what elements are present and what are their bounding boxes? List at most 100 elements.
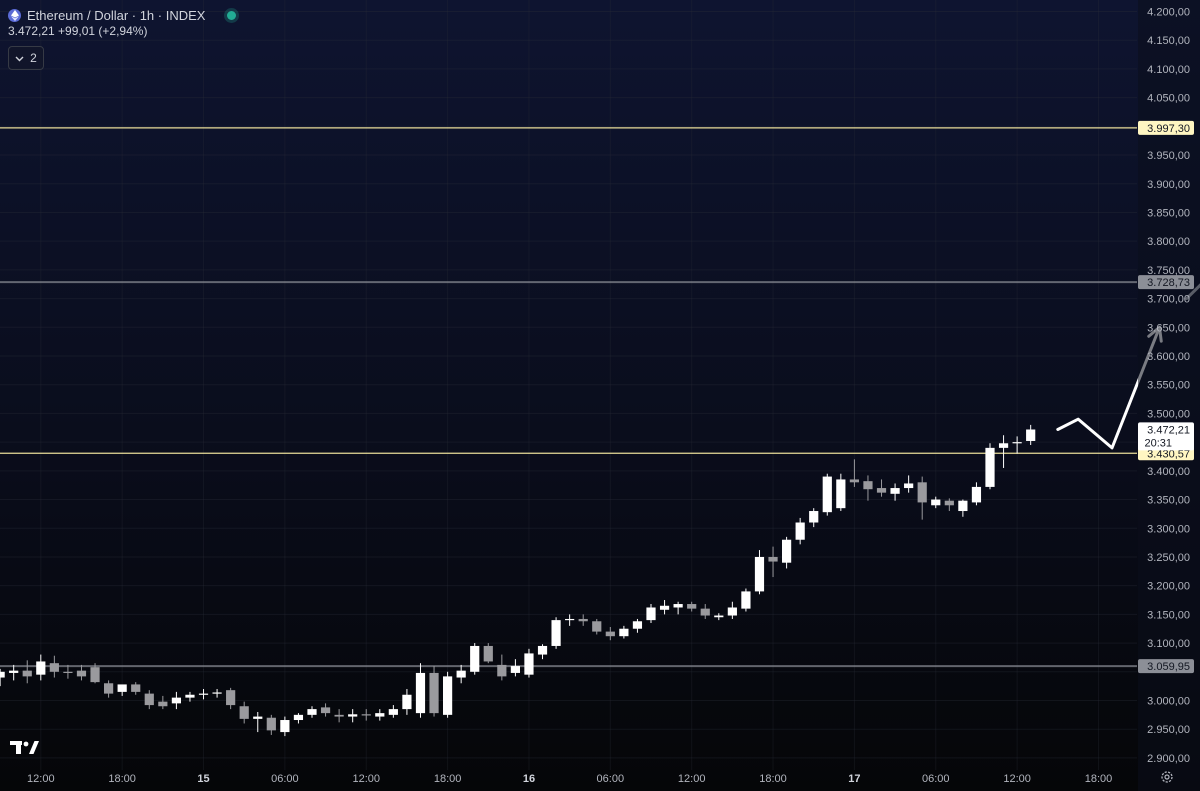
level-price-tag-text: 3.059,95 <box>1147 661 1190 673</box>
candle-body <box>158 701 168 707</box>
time-tick-label: 06:00 <box>922 773 950 785</box>
candle <box>483 643 493 664</box>
candle <box>782 536 792 569</box>
candle-body <box>443 676 453 715</box>
candle-body <box>985 447 995 487</box>
level-price-tag-text: 3.728,73 <box>1147 277 1190 289</box>
price-tick-label: 3.250,00 <box>1147 552 1190 564</box>
price-tick-label: 3.400,00 <box>1147 466 1190 478</box>
candle <box>619 625 629 639</box>
candle-body <box>565 618 575 621</box>
candle-body <box>917 482 927 503</box>
candle-body <box>266 717 276 731</box>
candle <box>144 690 154 710</box>
price-tick-label: 2.950,00 <box>1147 724 1190 736</box>
last-price-value: 3.472,21 <box>1147 424 1190 436</box>
candle-body <box>958 500 968 512</box>
projection-arrow <box>1056 325 1161 450</box>
time-tick-label: 06:00 <box>597 773 625 785</box>
candle <box>429 666 439 717</box>
candle-body <box>144 693 154 706</box>
chevron-down-icon <box>15 51 24 65</box>
candle-body <box>117 684 127 692</box>
candle-body <box>809 511 819 523</box>
gear-icon[interactable] <box>1160 770 1174 789</box>
price-tick-label: 3.150,00 <box>1147 609 1190 621</box>
candle-body <box>90 667 100 683</box>
indicators-toggle-button[interactable]: 2 <box>8 46 44 70</box>
candle <box>565 614 575 626</box>
time-tick-label: 12:00 <box>352 773 380 785</box>
candle-body <box>171 697 181 704</box>
candle-body <box>253 716 263 719</box>
level-price-tag <box>1138 659 1194 674</box>
candle <box>361 709 371 721</box>
candle-body <box>280 720 290 733</box>
candle-body <box>904 483 914 489</box>
candle-body <box>497 664 507 677</box>
candle <box>9 664 19 681</box>
price-tick-label: 3.300,00 <box>1147 523 1190 535</box>
candle <box>605 627 615 641</box>
candle-body <box>334 714 344 717</box>
candle <box>659 600 670 615</box>
candle <box>36 654 46 681</box>
candle <box>971 482 982 506</box>
candle-body <box>1012 442 1022 444</box>
candle <box>1026 424 1036 445</box>
candle <box>280 716 290 737</box>
candle <box>578 614 588 626</box>
candle-body <box>348 714 358 717</box>
candle <box>551 617 561 649</box>
candle <box>497 654 507 681</box>
candle <box>890 483 900 501</box>
candle-body <box>524 653 534 675</box>
candle-body <box>1026 429 1036 441</box>
candle <box>836 473 846 512</box>
candle-body <box>836 479 846 509</box>
candle-body <box>49 663 59 672</box>
candle <box>226 687 236 710</box>
grid-lines <box>0 0 1137 770</box>
candle <box>117 684 127 696</box>
candle <box>958 499 968 517</box>
candle-body <box>741 591 751 609</box>
price-tick-label: 4.100,00 <box>1147 64 1190 76</box>
tradingview-logo[interactable] <box>10 739 40 760</box>
candle <box>185 691 195 702</box>
candle <box>239 701 249 724</box>
last-price-tag <box>1138 422 1194 451</box>
candle-body <box>131 684 141 692</box>
candle-body <box>673 604 683 608</box>
time-axis[interactable]: 12:00 18:00 15 06:00 12:00 18:00 16 06:00 12:00 1… <box>27 773 1112 785</box>
candle-body <box>876 488 887 493</box>
candle <box>931 496 941 509</box>
candle-body <box>998 443 1009 448</box>
indicator-count: 2 <box>30 51 37 65</box>
ethereum-icon <box>8 8 21 22</box>
symbol-title: Ethereum / Dollar · 1h · INDEX <box>27 7 206 23</box>
horizontal-levels <box>0 127 1137 668</box>
time-tick-label: 18:00 <box>108 773 136 785</box>
candle <box>348 709 358 723</box>
candle <box>673 601 683 615</box>
legend-title-row[interactable]: Ethereum / Dollar · 1h · INDEX <box>8 6 237 24</box>
price-tick-label: 3.350,00 <box>1147 495 1190 507</box>
market-status-dot[interactable] <box>227 10 237 20</box>
candle-body <box>226 690 236 706</box>
candle-body <box>388 709 398 715</box>
candle <box>714 613 724 621</box>
candle <box>171 691 181 710</box>
candle <box>944 498 954 512</box>
price-tick-label: 3.500,00 <box>1147 408 1190 420</box>
candle <box>293 713 304 724</box>
candle-body <box>537 645 548 655</box>
candle-body <box>605 631 615 637</box>
candle-body <box>104 683 114 694</box>
candle <box>320 703 331 717</box>
candle-body <box>76 670 87 677</box>
candle-body <box>483 645 493 662</box>
candle-body <box>0 671 5 678</box>
candle <box>76 664 87 681</box>
